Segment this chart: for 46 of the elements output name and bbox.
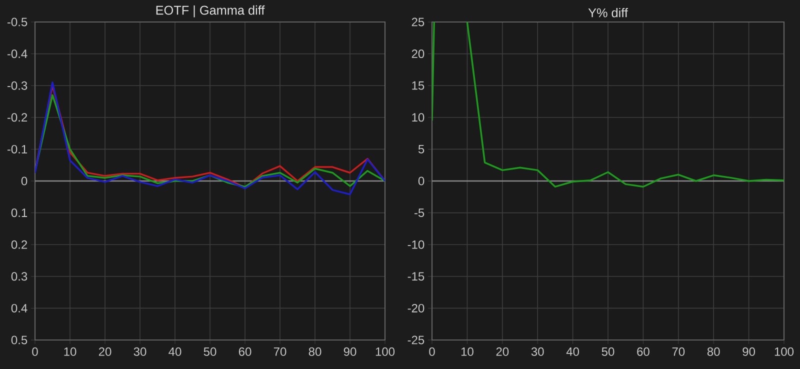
x-tick-label: 0	[32, 347, 38, 356]
y-tick-label: -0.4	[7, 50, 28, 58]
x-tick-label: 10	[461, 347, 474, 356]
x-tick-label: 90	[742, 347, 756, 356]
y-tick-label: 20	[412, 50, 424, 58]
y-tick-label: 0	[418, 176, 424, 186]
y-tick-label: -0.5	[7, 18, 28, 26]
y-tick-label: 0.1	[11, 208, 28, 218]
y-tick-label: 5	[418, 145, 424, 154]
y-tick-label: -10	[408, 240, 424, 249]
y-tick-label: 15	[412, 81, 424, 90]
x-tick-label: 100	[376, 347, 395, 356]
x-tick-label: 50	[602, 347, 614, 356]
y-tick-label: 0.3	[11, 272, 28, 281]
x-tick-label: 40	[566, 347, 580, 356]
y-tick-label: 0.5	[11, 336, 28, 344]
x-tick-label: 50	[204, 347, 216, 356]
y-tick-label: -25	[408, 336, 424, 344]
y-tick-label: 10	[412, 113, 424, 122]
x-tick-label: 20	[496, 347, 509, 356]
x-tick-label: 90	[344, 347, 356, 356]
x-tick-label: 60	[637, 347, 650, 356]
y-tick-label: 25	[412, 18, 424, 26]
x-tick-label: 60	[238, 347, 252, 356]
y-tick-label: -20	[408, 304, 424, 312]
y-tick-label: 0.4	[11, 304, 28, 312]
x-tick-label: 80	[308, 347, 322, 356]
x-tick-label: 70	[672, 347, 685, 356]
y-tick-label: 0.2	[11, 240, 28, 249]
y-tick-label: -5	[414, 208, 424, 217]
x-tick-label: 80	[707, 347, 720, 356]
y-tick-label: -0.3	[7, 81, 28, 90]
y-tick-label: -0.2	[7, 113, 28, 122]
chart-title: Y% diff	[588, 8, 628, 18]
x-tick-label: 30	[531, 347, 544, 356]
x-tick-label: 40	[168, 347, 182, 356]
y-tick-label: -15	[408, 272, 424, 281]
x-tick-label: 100	[774, 347, 794, 356]
y-tick-label: -0.1	[7, 144, 28, 154]
x-tick-label: 20	[98, 347, 112, 356]
y-tick-label: 0	[21, 176, 28, 186]
x-tick-label: 70	[274, 347, 286, 356]
x-tick-label: 0	[429, 347, 435, 356]
x-tick-label: 10	[64, 347, 76, 356]
x-tick-label: 30	[134, 347, 146, 356]
chart-title: EOTF | Gamma diff	[156, 5, 265, 18]
